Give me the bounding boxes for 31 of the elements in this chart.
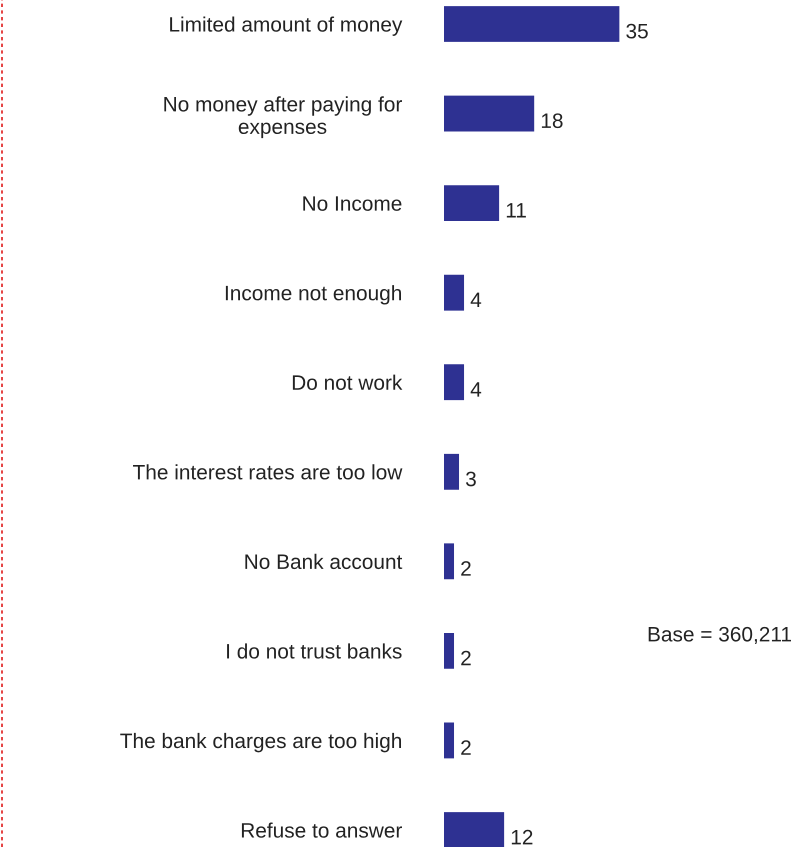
y-tick-label: No Bank account — [245, 554, 402, 570]
y-tick-label: No Income — [303, 196, 402, 211]
data-label: 11 — [506, 203, 526, 218]
bar — [444, 274, 464, 311]
data-label: 4 — [470, 292, 482, 308]
text: Base = 360,211 — [648, 626, 791, 644]
bar — [444, 96, 534, 132]
data-label: 2 — [461, 650, 471, 666]
bar — [444, 185, 500, 222]
bar — [444, 454, 460, 490]
y-tick-label: The bank charges are too high — [120, 732, 402, 752]
y-tick-label: The interest rates are too low — [133, 464, 402, 480]
data-label: 2 — [461, 561, 471, 576]
y-tick-label: No money after paying for expenses — [164, 96, 402, 138]
data-label: 4 — [470, 382, 482, 397]
data-label: 12 — [512, 830, 532, 844]
bar — [444, 364, 464, 400]
data-label: 2 — [461, 740, 471, 755]
y-tick-label: I do not trust banks — [227, 643, 402, 659]
bar — [444, 812, 504, 847]
data-label: 35 — [626, 24, 648, 39]
data-label: 3 — [466, 472, 476, 486]
bar — [444, 632, 454, 669]
y-tick-label: Limited amount of money — [170, 16, 402, 36]
bar — [444, 543, 454, 580]
y-tick-label: Refuse to answer — [242, 822, 402, 838]
y-tick-label: Income not enough — [226, 285, 401, 305]
data-label: 18 — [542, 113, 563, 128]
bar — [444, 722, 454, 758]
bar — [444, 6, 620, 42]
y-tick-label: Do not work — [292, 374, 402, 390]
